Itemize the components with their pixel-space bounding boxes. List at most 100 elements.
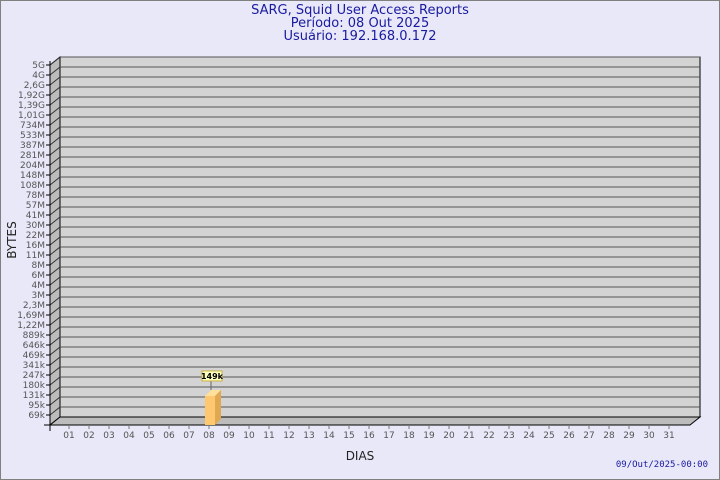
grid-line-diagonal [49, 356, 61, 366]
y-tick-label: 78M [26, 191, 45, 201]
chart-user: Usuário: 192.168.0.172 [283, 29, 437, 44]
y-tick-label: 41M [26, 211, 45, 221]
y-tick-label: 734M [20, 121, 45, 131]
grid-line-diagonal [49, 206, 61, 216]
y-tick-label: 95k [28, 401, 45, 411]
y-tick-label: 8M [32, 261, 46, 271]
x-tick-label: 10 [243, 431, 255, 441]
x-tick-label: 13 [303, 431, 314, 441]
y-tick-label: 6M [32, 271, 46, 281]
chart-title: SARG, Squid User Access Reports [251, 3, 469, 18]
x-tick-label: 16 [363, 431, 375, 441]
grid-line-diagonal [49, 226, 61, 236]
x-tick-label: 01 [63, 431, 74, 441]
y-tick-label: 16M [26, 241, 45, 251]
y-tick-label: 387M [20, 141, 45, 151]
y-tick-label: 1,92G [18, 91, 45, 101]
y-tick-label: 108M [20, 181, 45, 191]
y-tick-label: 57M [26, 201, 45, 211]
grid-line-diagonal [49, 96, 61, 106]
x-tick-label: 02 [83, 431, 94, 441]
grid-line-diagonal [49, 346, 61, 356]
grid-line-diagonal [49, 396, 61, 406]
y-tick-label: 148M [20, 171, 45, 181]
y-axis-label: BYTES [5, 221, 19, 258]
x-tick-label: 22 [483, 431, 494, 441]
y-tick-label: 1,69M [17, 311, 45, 321]
x-tick-label: 20 [443, 431, 455, 441]
x-tick-label: 28 [603, 431, 615, 441]
grid-line-diagonal [49, 106, 61, 116]
grid-line-diagonal [49, 236, 61, 246]
grid-line-diagonal [49, 276, 61, 286]
x-tick-label: 23 [503, 431, 514, 441]
y-tick-label: 30M [26, 221, 45, 231]
x-tick-label: 07 [183, 431, 194, 441]
x-tick-label: 15 [343, 431, 354, 441]
x-axis-label: DIAS [346, 449, 375, 463]
grid-line-diagonal [49, 246, 61, 256]
y-tick-label: 11M [26, 251, 45, 261]
data-label: 149k [201, 372, 224, 381]
y-tick-label: 204M [20, 161, 45, 171]
x-tick-label: 08 [203, 431, 215, 441]
grid-line-diagonal [49, 66, 61, 76]
x-tick-label: 17 [383, 431, 394, 441]
grid-line-diagonal [49, 266, 61, 276]
grid-line-diagonal [49, 196, 61, 206]
grid-line-diagonal [49, 286, 61, 296]
y-tick-label: 646k [23, 341, 46, 351]
x-tick-label: 26 [563, 431, 575, 441]
y-tick-label: 1,22M [17, 321, 45, 331]
y-tick-label: 5G [32, 61, 45, 71]
x-tick-label: 18 [403, 431, 415, 441]
grid-line-diagonal [49, 316, 61, 326]
y-tick-label: 69k [28, 411, 45, 421]
x-tick-label: 29 [623, 431, 635, 441]
x-tick-label: 12 [283, 431, 294, 441]
y-tick-label: 3M [32, 291, 46, 301]
y-tick-label: 1,39G [18, 101, 45, 111]
grid-line-diagonal [49, 156, 61, 166]
grid-line-diagonal [49, 336, 61, 346]
x-tick-label: 04 [123, 431, 135, 441]
x-tick-label: 14 [323, 431, 335, 441]
chart-period: Período: 08 Out 2025 [290, 16, 430, 31]
grid-line-diagonal [49, 126, 61, 136]
grid-line-diagonal [49, 116, 61, 126]
y-tick-label: 469k [23, 351, 46, 361]
grid-line-diagonal [49, 366, 61, 376]
bar-side [215, 389, 221, 425]
bar-front [205, 395, 215, 425]
grid-line-diagonal [49, 56, 61, 66]
y-tick-label: 180k [23, 381, 46, 391]
y-tick-label: 2,6G [24, 81, 45, 91]
x-tick-label: 31 [663, 431, 674, 441]
y-tick-label: 533M [20, 131, 45, 141]
x-tick-label: 24 [523, 431, 535, 441]
x-tick-label: 27 [583, 431, 594, 441]
x-tick-label: 30 [643, 431, 655, 441]
grid-line-diagonal [49, 166, 61, 176]
x-tick-label: 21 [463, 431, 474, 441]
x-tick-label: 09 [223, 431, 235, 441]
grid-line-diagonal [49, 186, 61, 196]
x-tick-label: 05 [143, 431, 154, 441]
y-tick-label: 4G [32, 71, 45, 81]
grid-line-diagonal [49, 326, 61, 336]
grid-line-diagonal [49, 136, 61, 146]
x-tick-label: 03 [103, 431, 114, 441]
grid-line-diagonal [49, 376, 61, 386]
y-tick-label: 889k [23, 331, 46, 341]
grid-line-diagonal [49, 146, 61, 156]
y-tick-label: 22M [26, 231, 45, 241]
x-tick-label: 19 [423, 431, 435, 441]
plot-floor [48, 416, 702, 426]
grid-line-diagonal [49, 296, 61, 306]
y-tick-label: 341k [23, 361, 46, 371]
x-tick-label: 06 [163, 431, 175, 441]
grid-line-diagonal [49, 386, 61, 396]
bar-top [205, 389, 221, 396]
grid-line-diagonal [49, 256, 61, 266]
x-tick-label: 25 [543, 431, 554, 441]
